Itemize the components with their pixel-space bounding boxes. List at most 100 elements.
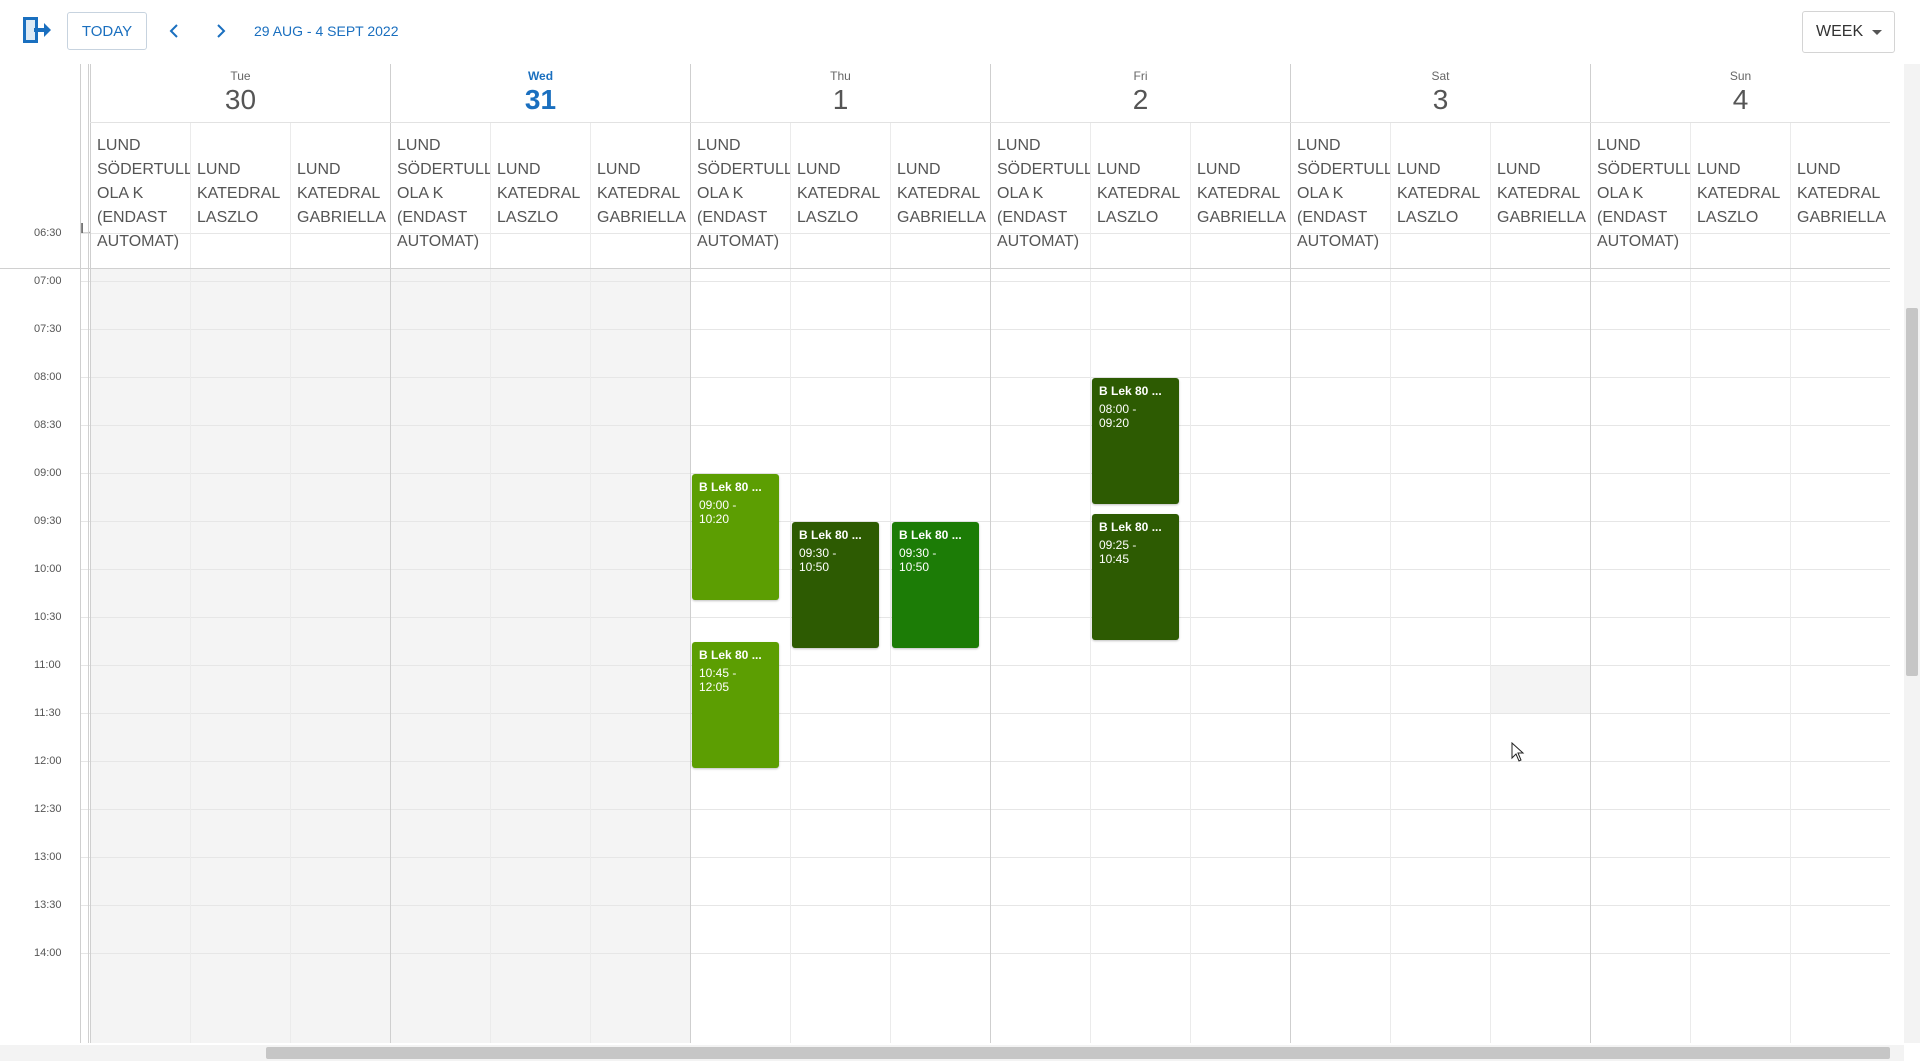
time-label: 14:00 [34, 947, 62, 959]
day-name: Sun [1729, 69, 1752, 83]
day-header[interactable]: Thu 1 [690, 64, 990, 122]
event-time: 09:00 - 10:20 [699, 498, 737, 526]
day-divider [390, 64, 391, 1043]
day-header[interactable]: Wed 31 [390, 64, 690, 122]
event-title: B Lek 80 ... [1099, 520, 1162, 534]
resource-divider [1390, 122, 1391, 1043]
event-time: 09:25 - 10:45 [1099, 538, 1137, 566]
resource-header: LUND SÖDERTULL OLA K (ENDAST AUTOMAT) [1297, 137, 1390, 250]
time-gridline [80, 377, 1890, 378]
event-time: 10:45 - 12:05 [699, 666, 737, 694]
caret-down-icon [1872, 30, 1882, 35]
time-gridline [80, 521, 1890, 522]
resource-divider [1690, 122, 1691, 1043]
hovered-time-slot[interactable] [1490, 665, 1590, 713]
time-label: 11:00 [34, 659, 61, 671]
day-header[interactable]: Sat 3 [1290, 64, 1590, 122]
event-title: B Lek 80 ... [699, 648, 762, 662]
time-label: 09:00 [34, 467, 62, 479]
resource-header: LUND SÖDERTULL OLA K (ENDAST AUTOMAT) [997, 137, 1090, 250]
appointment-event[interactable]: B Lek 80 ... 09:25 - 10:45 [1092, 514, 1179, 640]
event-end: 10:50 [799, 560, 830, 574]
time-label: 07:30 [34, 323, 62, 335]
event-start: 09:25 [1099, 538, 1130, 552]
day-header[interactable]: Tue 30 [90, 64, 390, 122]
resource-header: LUND KATEDRAL GABRIELLA [1197, 161, 1286, 226]
event-title: B Lek 80 ... [799, 528, 862, 542]
event-title: B Lek 80 ... [899, 528, 962, 542]
resource-header: LUND KATEDRAL LASZLO [497, 161, 581, 226]
appointment-event[interactable]: B Lek 80 ... 09:30 - 10:50 [892, 522, 979, 648]
date-range-label: 29 AUG - 4 SEPT 2022 [254, 23, 399, 39]
mouse-pointer-icon [1511, 742, 1525, 762]
resource-header: LUND KATEDRAL GABRIELLA [1797, 161, 1886, 226]
gutter-divider [80, 64, 81, 1043]
resource-header: LUND KATEDRAL GABRIELLA [297, 161, 386, 226]
resource-divider [790, 122, 791, 1043]
appointment-event[interactable]: B Lek 80 ... 09:30 - 10:50 [792, 522, 879, 648]
time-gridline [80, 425, 1890, 426]
resource-header: LUND SÖDERTULL OLA K (ENDAST AUTOMAT) [1597, 137, 1690, 250]
view-select-label: WEEK [1816, 23, 1864, 40]
header-divider [0, 268, 1890, 269]
day-divider [90, 64, 91, 1043]
event-time: 08:00 - 09:20 [1099, 402, 1137, 430]
time-label: 08:30 [34, 419, 62, 431]
today-button[interactable]: TODAY [67, 12, 147, 50]
time-label: 07:00 [34, 275, 62, 287]
time-label: 12:30 [34, 803, 62, 815]
day-name: Sat [1431, 69, 1450, 83]
event-start: 09:00 [699, 498, 730, 512]
resource-divider [1790, 122, 1791, 1043]
resource-divider [590, 122, 591, 1043]
view-select-button[interactable]: WEEK [1802, 11, 1895, 53]
day-divider [1290, 64, 1291, 1043]
day-header-divider [90, 122, 1890, 123]
event-end: 09:20 [1099, 416, 1130, 430]
time-label: 10:30 [34, 611, 62, 623]
resource-divider [890, 122, 891, 1043]
event-title: B Lek 80 ... [1099, 384, 1162, 398]
resource-divider [190, 122, 191, 1043]
day-name: Thu [830, 69, 851, 83]
event-start: 09:30 [899, 546, 930, 560]
event-start: 10:45 [699, 666, 730, 680]
time-gridline [80, 857, 1890, 858]
time-gridline [80, 953, 1890, 954]
resource-header: LUND KATEDRAL LASZLO [1397, 161, 1481, 226]
day-name: Fri [1133, 69, 1148, 83]
calendar-toolbar: TODAY 29 AUG - 4 SEPT 2022 WEEK [0, 0, 1920, 64]
day-number: 30 [224, 84, 257, 115]
day-header[interactable]: Sun 4 [1590, 64, 1890, 122]
resource-header: LUND SÖDERTULL OLA K (ENDAST AUTOMAT) [697, 137, 790, 250]
day-header[interactable]: Fri 2 [990, 64, 1290, 122]
logout-icon[interactable] [20, 14, 52, 46]
chevron-right-icon[interactable] [208, 18, 234, 44]
time-gridline [80, 329, 1890, 330]
time-label: 13:30 [34, 899, 62, 911]
resource-header: LUND SÖDERTULL OLA K (ENDAST AUTOMAT) [97, 137, 190, 250]
resource-divider [1090, 122, 1091, 1043]
time-label: 12:00 [34, 755, 62, 767]
time-gridline [80, 905, 1890, 906]
event-end: 10:50 [899, 560, 930, 574]
vertical-scrollbar-thumb[interactable] [1906, 308, 1918, 676]
appointment-event[interactable]: B Lek 80 ... 09:00 - 10:20 [692, 474, 779, 600]
time-gridline [80, 281, 1890, 282]
time-gridline [80, 809, 1890, 810]
resource-divider [490, 122, 491, 1043]
day-number: 4 [1732, 84, 1749, 115]
event-time: 09:30 - 10:50 [799, 546, 837, 574]
horizontal-scrollbar-thumb[interactable] [266, 1047, 1890, 1059]
gutter-divider [88, 64, 89, 1043]
appointment-event[interactable]: B Lek 80 ... 08:00 - 09:20 [1092, 378, 1179, 504]
resource-header: LUND KATEDRAL GABRIELLA [597, 161, 686, 226]
chevron-left-icon[interactable] [161, 18, 187, 44]
resource-divider [1490, 122, 1491, 1043]
resource-divider [1190, 122, 1191, 1043]
resource-header-partial: LA [68, 122, 90, 272]
appointment-event[interactable]: B Lek 80 ... 10:45 - 12:05 [692, 642, 779, 768]
event-start: 08:00 [1099, 402, 1130, 416]
time-gridline [80, 617, 1890, 618]
resource-header: LUND KATEDRAL LASZLO [197, 161, 281, 226]
